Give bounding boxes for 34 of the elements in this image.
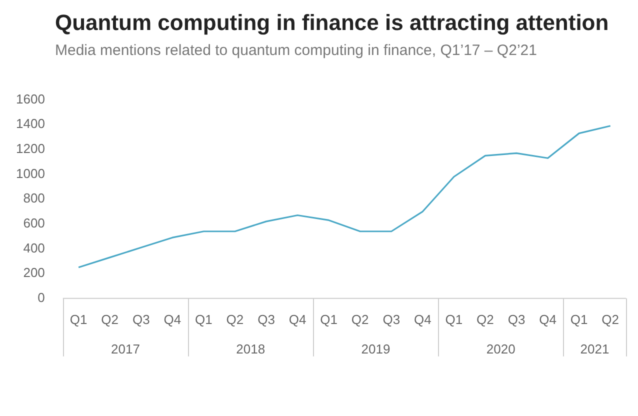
text: 2018 <box>236 341 266 356</box>
y-tick-label: 0 <box>38 290 45 305</box>
text: 2017 <box>111 341 140 356</box>
y-tick-label: 600 <box>23 216 45 231</box>
chart-title: Quantum computing in finance is attracting attention <box>55 10 609 36</box>
x-tick-label: Q4 <box>414 312 432 327</box>
y-tick-label: 800 <box>23 190 45 206</box>
y-tick-label: 200 <box>23 265 45 280</box>
x-tick-label: Q3 <box>132 312 150 327</box>
x-tick-label: Q1 <box>70 312 88 327</box>
y-tick-label: 1600 <box>16 91 45 106</box>
x-tick-label: Q2 <box>101 312 119 327</box>
x-tick-label: Q3 <box>258 312 275 327</box>
text: 2021 <box>580 341 610 356</box>
x-tick-label: Q4 <box>539 312 556 327</box>
x-tick-label: Q3 <box>382 312 400 327</box>
x-tick-label: Q4 <box>288 312 306 327</box>
y-tick-label: 1200 <box>16 141 45 156</box>
chart-subtitle: Media mentions related to quantum computing in finance, Q1’17 – Q2’21 <box>55 42 538 59</box>
x-tick-label: Q1 <box>195 312 212 327</box>
x-tick-label: Q3 <box>508 312 526 327</box>
x-tick-label: Q2 <box>226 312 244 327</box>
x-tick-label: Q2 <box>476 312 494 327</box>
x-tick-label: Q1 <box>320 312 338 327</box>
y-tick-label: 1400 <box>16 116 45 132</box>
x-tick-label: Q2 <box>602 312 620 327</box>
x-tick-label: Q1 <box>570 312 588 327</box>
x-tick-label: Q1 <box>445 312 463 327</box>
x-tick-label: Q4 <box>164 312 182 327</box>
x-tick-label: Q2 <box>351 312 369 327</box>
text: 2019 <box>361 341 390 356</box>
text: 2020 <box>486 341 516 356</box>
y-tick-label: 1000 <box>16 166 45 181</box>
y-tick-label: 400 <box>23 240 45 256</box>
